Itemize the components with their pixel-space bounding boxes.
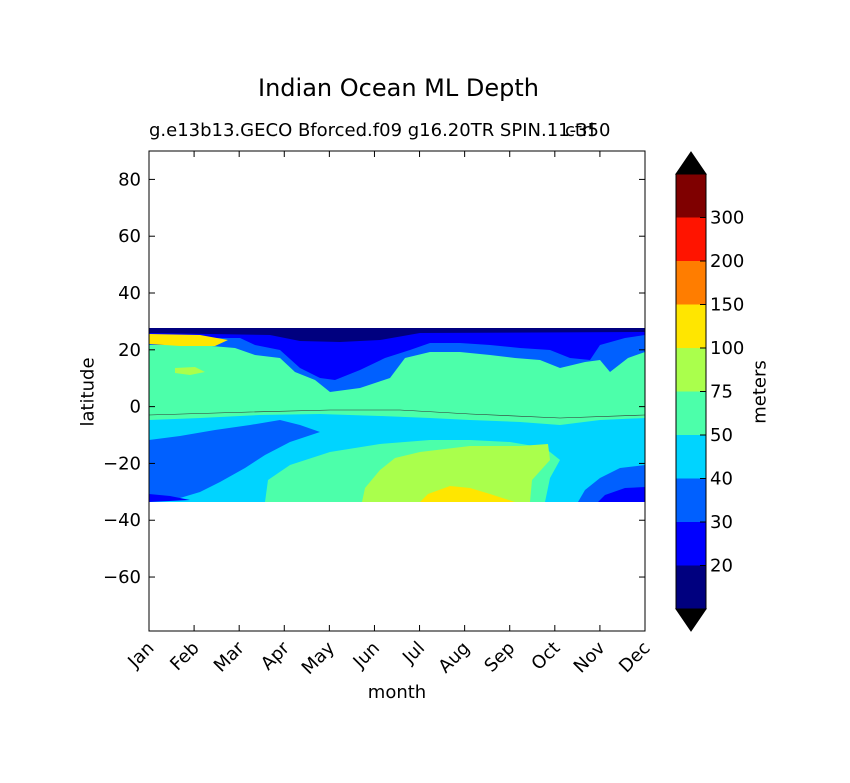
colorbar-segment: [676, 348, 706, 392]
colorbar-segment: [676, 522, 706, 566]
colorbar-segment: [676, 478, 706, 522]
colorbar-label: meters: [749, 360, 771, 424]
contour-band-100-150-nw: [149, 334, 228, 346]
x-tick-label: Nov: [570, 637, 610, 677]
y-tick-label: −40: [103, 510, 141, 531]
colorbar-segment: [676, 391, 706, 435]
x-tick-label: Oct: [527, 638, 564, 675]
contour-band-100-150-south: [420, 486, 515, 502]
y-axis-label: latitude: [77, 357, 99, 427]
x-tick-label: Mar: [210, 637, 249, 676]
contour-band-75-100-nw: [175, 367, 205, 375]
x-tick-label: Feb: [166, 638, 203, 675]
x-tick-label: Jan: [123, 638, 158, 673]
colorbar-tick-label: 150: [710, 295, 744, 316]
colorbar: 20 30 40 50 75 100 150 200 300: [675, 151, 744, 632]
colorbar-segment: [676, 304, 706, 348]
contour-line-equator: [149, 409, 645, 419]
colorbar-segment: [676, 261, 706, 305]
colorbar-tick-label: 100: [710, 338, 744, 359]
y-tick-label: 60: [118, 226, 141, 247]
x-tick-label: Sep: [480, 638, 519, 677]
x-tick-label: Apr: [257, 637, 294, 674]
colorbar-tick-label: 20: [710, 556, 733, 577]
y-tick-label: 20: [118, 340, 141, 361]
colorbar-tick-label: 50: [710, 425, 733, 446]
plot-frame: [148, 150, 646, 632]
x-tick-label: Aug: [434, 638, 474, 678]
colorbar-extend-min: [675, 608, 707, 632]
contour-band-30-40-south: [149, 420, 320, 498]
y-tick-label: −20: [103, 453, 141, 474]
x-axis-label: month: [367, 682, 427, 703]
x-tick-label: Dec: [615, 638, 654, 677]
contour-field: [149, 328, 645, 502]
y-tick-label: 40: [118, 283, 141, 304]
contour-band-20-30-north: [149, 328, 645, 380]
y-tick-label: 0: [130, 397, 141, 418]
contour-band-20-30-sw: [149, 494, 190, 502]
colorbar-segment: [676, 217, 706, 261]
y-tick-label: −60: [103, 567, 141, 588]
colorbar-tick-label: 300: [710, 208, 744, 229]
x-tick-label: May: [298, 637, 339, 678]
chart-title: Indian Ocean ML Depth: [258, 74, 539, 102]
colorbar-segment: [676, 435, 706, 479]
contour-band-75-100-south: [362, 444, 550, 502]
colorbar-extend-max: [675, 151, 707, 175]
colorbar-tick-label: 75: [710, 382, 733, 403]
chart-subtitle-experiment: g.e13b13.GECO Bforced.f09 g16.20TR SPIN.…: [149, 120, 611, 141]
y-axis: 80 60 40 20 0 −20 −40 −60: [103, 169, 645, 588]
colorbar-segment: [676, 174, 706, 218]
colorbar-tick-label: 30: [710, 512, 733, 533]
x-tick-label: Jun: [349, 638, 384, 673]
contour-band-10-20-north: [149, 328, 645, 342]
colorbar-tick-label: 200: [710, 251, 744, 272]
contour-band-20-30-se: [598, 487, 645, 502]
colorbar-tick-label: 40: [710, 469, 733, 490]
colorbar-segment: [676, 565, 706, 609]
y-tick-label: 80: [118, 169, 141, 190]
x-tick-label: Jul: [398, 638, 429, 669]
chart-subtitle-ctrl: ctrl: [565, 120, 595, 141]
